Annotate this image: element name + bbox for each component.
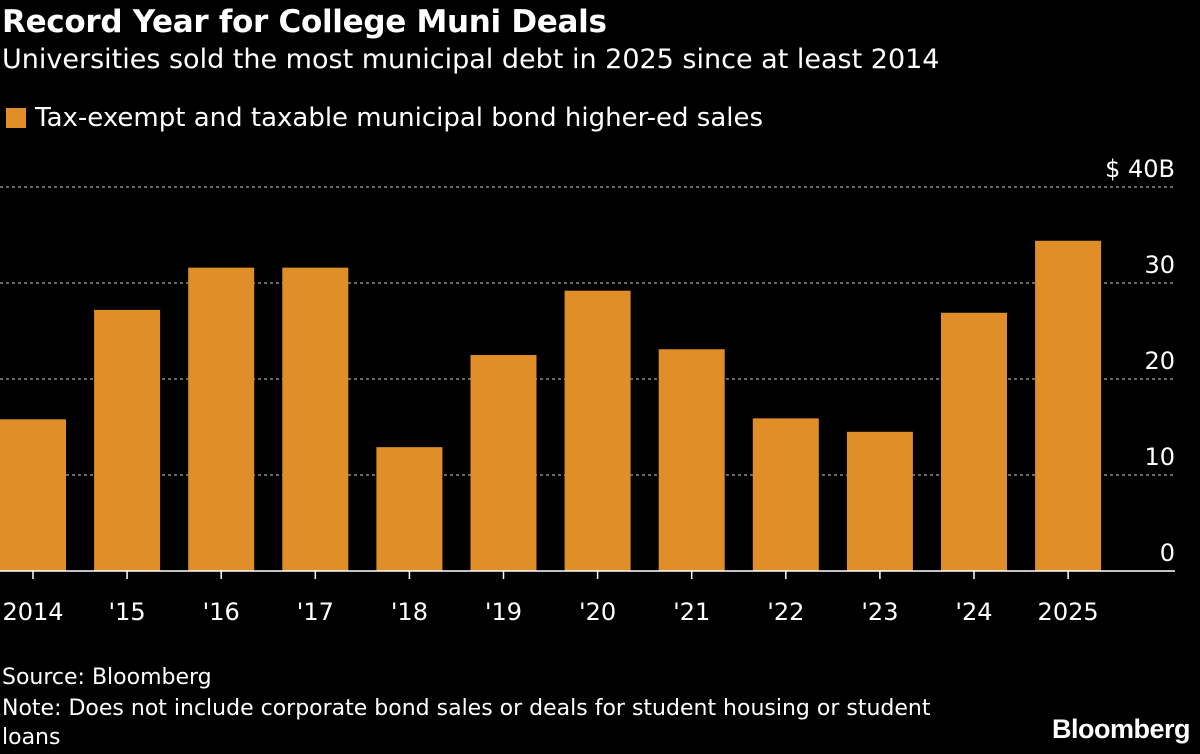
x-tick-label: '24: [955, 598, 992, 626]
x-tick-label: '17: [297, 598, 334, 626]
bar: [846, 431, 913, 571]
y-tick-label: 30: [1144, 251, 1175, 279]
bar: [376, 447, 443, 571]
bar: [658, 349, 725, 571]
chart-subtitle: Universities sold the most municipal deb…: [2, 44, 940, 75]
x-tick-label: 2014: [2, 598, 63, 626]
source-note: Source: Bloomberg: [2, 665, 212, 690]
x-tick-label: '19: [485, 598, 522, 626]
x-tick-label: '22: [767, 598, 804, 626]
x-tick-label: '18: [391, 598, 428, 626]
x-tick-label: '23: [861, 598, 898, 626]
bar: [564, 290, 631, 571]
bar: [1035, 240, 1102, 571]
y-tick-label: 0: [1160, 539, 1175, 567]
chart-title: Record Year for College Muni Deals: [2, 4, 607, 40]
x-tick-label: '15: [109, 598, 146, 626]
y-tick-label: 20: [1144, 347, 1175, 375]
legend-label: Tax-exempt and taxable municipal bond hi…: [35, 103, 764, 133]
bloomberg-logo: Bloomberg: [1051, 714, 1191, 744]
y-tick-label: 10: [1144, 443, 1175, 471]
footnote: Note: Does not include corporate bond sa…: [2, 696, 931, 750]
bar: [941, 312, 1007, 571]
bar: [282, 267, 349, 571]
legend-swatch: [6, 108, 26, 128]
x-tick-label: 2025: [1038, 598, 1099, 626]
bar: [0, 419, 66, 571]
legend: Tax-exempt and taxable municipal bond hi…: [2, 100, 763, 136]
bar: [188, 267, 255, 571]
x-tick-label: '21: [673, 598, 710, 626]
bar: [94, 309, 161, 571]
bar: [752, 418, 819, 571]
y-tick-label: $ 40B: [1105, 155, 1175, 183]
bar: [470, 355, 537, 571]
x-tick-label: '16: [203, 598, 240, 626]
x-tick-label: '20: [579, 598, 616, 626]
